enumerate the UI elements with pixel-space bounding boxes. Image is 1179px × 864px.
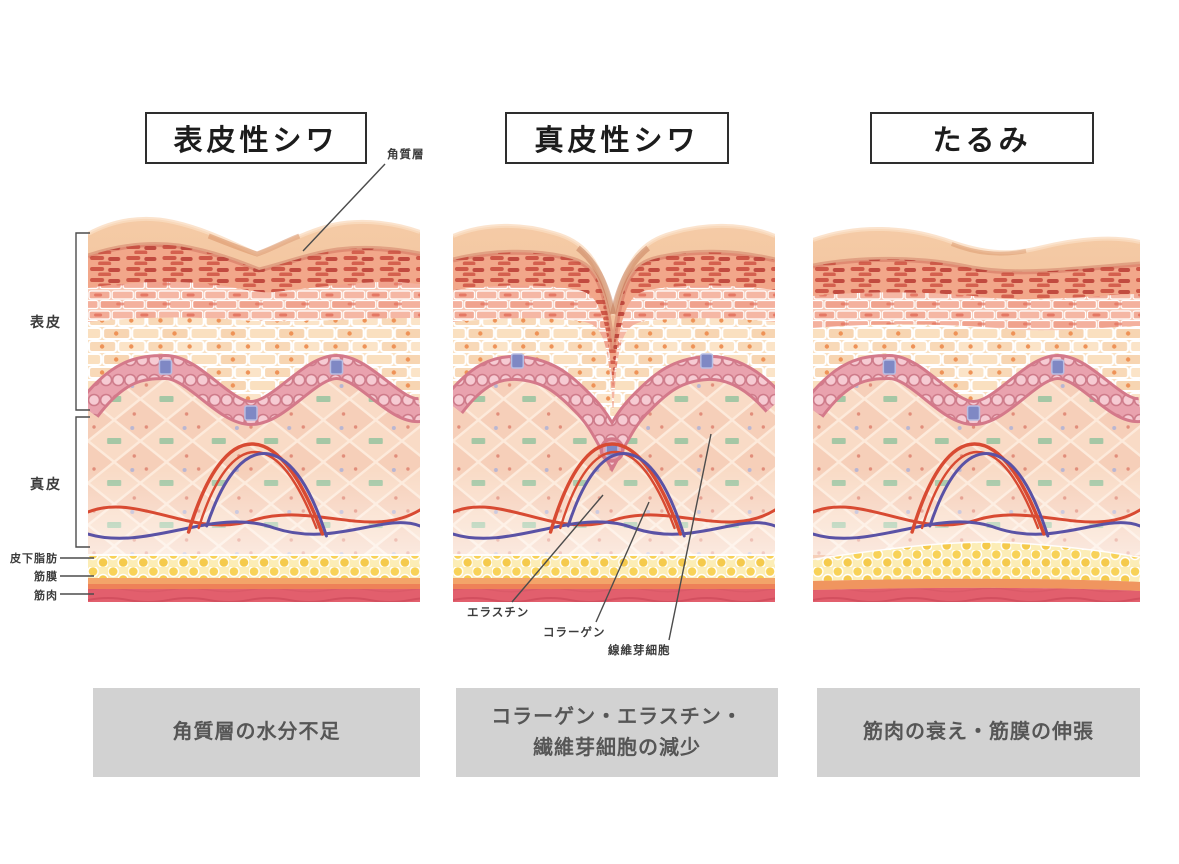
subcutaneous-fat-label: 皮下脂肪 xyxy=(10,553,58,565)
skin-diagram-dermal-wrinkle xyxy=(453,210,775,602)
caption-line: 繊維芽細胞の減少 xyxy=(533,736,701,759)
title-dermal-wrinkle: 真皮性シワ xyxy=(505,112,729,164)
stratum-corneum-label: 角質層 xyxy=(387,149,425,161)
fibroblast-label: 線維芽細胞 xyxy=(608,645,671,657)
caption-dermal-wrinkle: コラーゲン・エラスチン・ 繊維芽細胞の減少 xyxy=(456,688,778,777)
skin-diagram-epidermal-wrinkle xyxy=(88,210,420,602)
caption-line: 角質層の水分不足 xyxy=(172,721,341,743)
caption-epidermal-wrinkle: 角質層の水分不足 xyxy=(93,688,420,777)
collagen-label: コラーゲン xyxy=(543,627,606,639)
epidermis-label: 表皮 xyxy=(30,314,62,330)
title-sagging: たるみ xyxy=(870,112,1094,164)
caption-line: コラーゲン・エラスチン・ xyxy=(491,705,743,728)
title-text: 表皮性シワ xyxy=(173,125,339,157)
skin-diagram-sagging xyxy=(813,210,1140,602)
muscle-label: 筋肉 xyxy=(34,590,58,602)
caption-line: 筋肉の衰え・筋膜の伸張 xyxy=(863,721,1094,743)
title-epidermal-wrinkle: 表皮性シワ xyxy=(145,112,367,164)
dermis-label: 真皮 xyxy=(30,476,62,492)
title-text: 真皮性シワ xyxy=(534,125,700,157)
elastin-label: エラスチン xyxy=(467,607,530,619)
fascia-label: 筋膜 xyxy=(34,571,58,583)
caption-sagging: 筋肉の衰え・筋膜の伸張 xyxy=(817,688,1140,777)
title-text: たるみ xyxy=(932,125,1032,157)
